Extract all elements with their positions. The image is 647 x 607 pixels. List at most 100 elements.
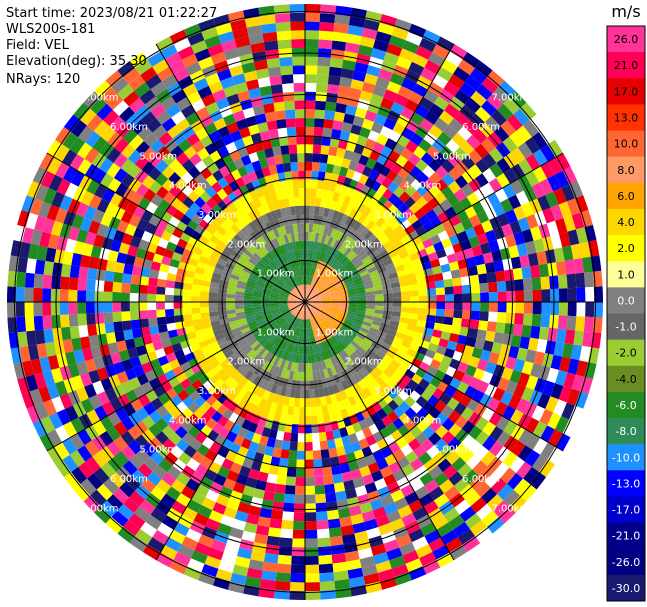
velocity-gate [279,56,293,67]
velocity-gate [119,481,135,498]
velocity-gate [17,376,30,395]
velocity-gate [191,379,203,391]
velocity-gate [240,154,252,166]
velocity-gate [276,256,284,266]
velocity-gate [420,389,433,402]
velocity-gate [171,500,187,515]
velocity-gate [324,265,331,274]
velocity-gate [310,196,316,207]
velocity-gate [313,126,324,137]
velocity-gate [390,101,405,115]
velocity-gate [400,484,415,498]
colorbar-swatch [607,104,645,132]
velocity-gate [433,322,444,332]
velocity-gate [376,133,389,146]
velocity-gate [162,152,176,166]
velocity-gate [254,285,264,291]
velocity-gate [131,469,147,485]
velocity-gate [248,221,258,232]
velocity-gate [418,302,428,309]
velocity-gate [264,284,273,290]
velocity-gate [459,196,472,210]
velocity-gate [219,341,230,351]
velocity-gate [93,356,105,370]
velocity-gate [340,233,348,244]
velocity-gate [112,311,122,323]
velocity-gate [265,49,280,60]
velocity-gate [205,186,217,198]
velocity-gate [448,423,462,437]
velocity-gate [537,195,551,211]
velocity-gate [163,399,176,413]
velocity-gate [416,407,429,420]
velocity-gate [448,74,465,90]
velocity-gate [558,302,568,316]
velocity-gate [356,370,366,380]
velocity-gate [294,205,301,215]
velocity-gate [238,195,249,207]
velocity-gate [368,423,380,435]
velocity-gate [166,272,177,282]
velocity-gate [347,308,357,313]
velocity-gate [243,302,253,306]
velocity-gate [315,405,323,416]
velocity-gate [399,317,409,324]
velocity-gate [234,373,245,384]
velocity-gate [172,131,187,146]
velocity-gate [312,441,321,451]
velocity-gate [327,313,337,320]
velocity-gate [480,292,490,302]
velocity-gate [433,96,450,111]
velocity-gate [296,371,302,381]
velocity-gate [359,36,376,49]
velocity-gate [509,409,524,425]
colorbar-swatch [607,391,645,419]
velocity-gate [470,497,487,514]
velocity-gate [275,316,284,323]
velocity-gate [305,82,317,92]
velocity-gate [305,109,316,119]
velocity-gate [187,357,199,368]
velocity-gate [459,394,472,408]
velocity-gate [121,416,135,431]
velocity-gate [255,238,264,248]
velocity-gate [525,170,540,187]
velocity-gate [386,267,397,275]
velocity-gate [315,188,323,199]
velocity-gate [346,33,362,45]
velocity-gate [469,113,485,129]
velocity-gate [410,302,419,308]
velocity-gate [570,344,583,361]
velocity-gate [359,555,376,568]
velocity-gate [82,347,94,361]
velocity-gate [525,417,540,434]
velocity-gate [363,363,374,374]
velocity-gate [271,346,279,356]
velocity-gate [135,140,151,156]
velocity-gate [550,302,560,316]
velocity-gate [240,227,250,237]
velocity-gate [487,131,503,148]
velocity-gate [550,288,560,302]
velocity-gate [325,163,335,174]
velocity-gate [117,526,135,544]
velocity-gate [310,308,318,316]
velocity-gate [430,258,441,268]
velocity-gate [539,178,554,196]
velocity-gate [211,345,222,355]
velocity-gate [253,308,263,313]
velocity-gate [305,302,308,311]
velocity-gate [239,53,254,65]
velocity-gate [404,368,416,380]
velocity-gate [424,110,439,125]
velocity-gate [220,221,231,232]
velocity-gate [292,538,305,548]
velocity-gate [51,396,65,413]
velocity-gate [55,161,70,179]
azimuth-spoke [46,301,306,452]
colorbar-tick-label: -6.0 [615,399,636,412]
velocity-gate [498,80,516,98]
velocity-gate [156,552,174,568]
velocity-gate [160,44,178,60]
velocity-gate [452,521,470,538]
